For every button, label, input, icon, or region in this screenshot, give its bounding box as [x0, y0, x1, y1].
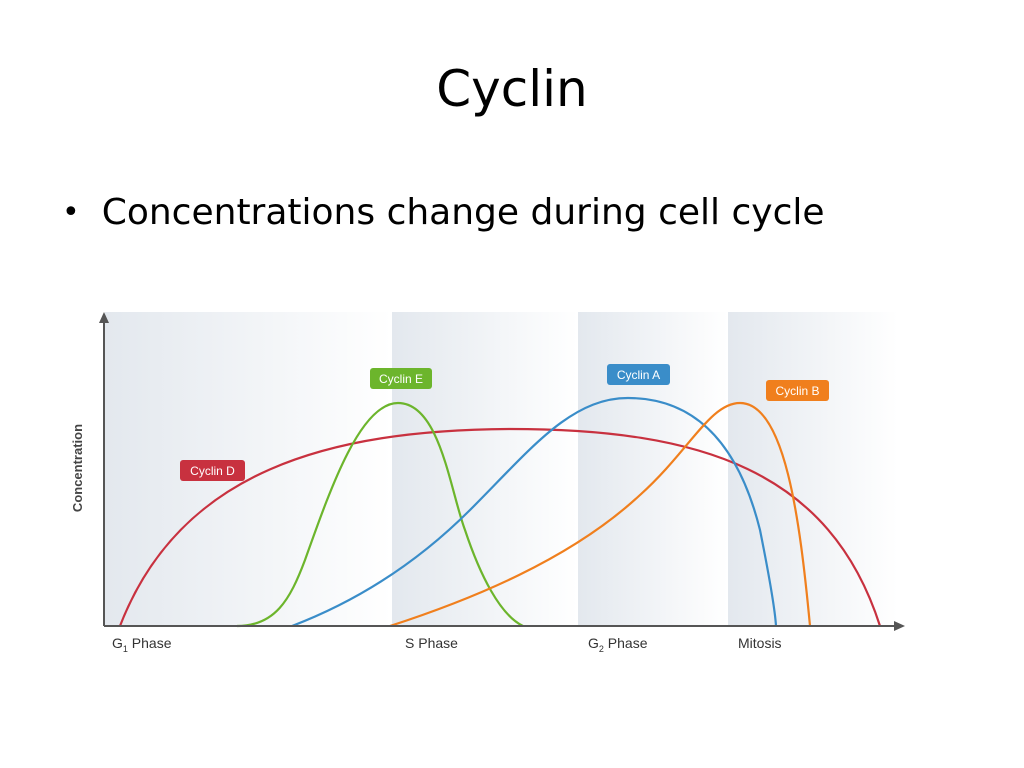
- phase-label-g2: G2 Phase: [588, 635, 648, 654]
- phase-band-g2: [578, 312, 728, 626]
- phase-band-mitosis: [728, 312, 898, 626]
- phase-label-g1: G1 Phase: [112, 635, 172, 654]
- cyclin-b-label: Cyclin B: [766, 380, 829, 401]
- svg-text:Cyclin A: Cyclin A: [617, 368, 660, 382]
- bullet-item: • Concentrations change during cell cycl…: [62, 192, 825, 233]
- cyclin-a-curve: [291, 396, 778, 628]
- cyclin-a-label: Cyclin A: [607, 364, 670, 385]
- phase-band-g1: [105, 312, 392, 626]
- cyclin-b-curve: [389, 401, 812, 628]
- cyclin-e-curve: [236, 401, 524, 628]
- svg-text:Cyclin B: Cyclin B: [775, 384, 819, 398]
- cyclin-e-label: Cyclin E: [370, 368, 432, 389]
- slide-title: Cyclin: [436, 60, 588, 118]
- bullet-text: Concentrations change during cell cycle: [101, 192, 825, 233]
- phase-label-s: S Phase: [405, 635, 458, 651]
- phase-band-s: [392, 312, 578, 626]
- y-axis-arrow-icon: [99, 312, 109, 323]
- cyclin-d-curve: [118, 427, 882, 627]
- y-axis-label: Concentration: [70, 424, 85, 512]
- svg-text:Cyclin D: Cyclin D: [190, 464, 235, 478]
- x-axis-arrow-icon: [894, 621, 905, 631]
- phase-label-mitosis: Mitosis: [738, 635, 782, 651]
- svg-text:Cyclin E: Cyclin E: [379, 372, 423, 386]
- cyclin-d-label: Cyclin D: [180, 460, 245, 481]
- bullet-dot-icon: •: [62, 195, 80, 230]
